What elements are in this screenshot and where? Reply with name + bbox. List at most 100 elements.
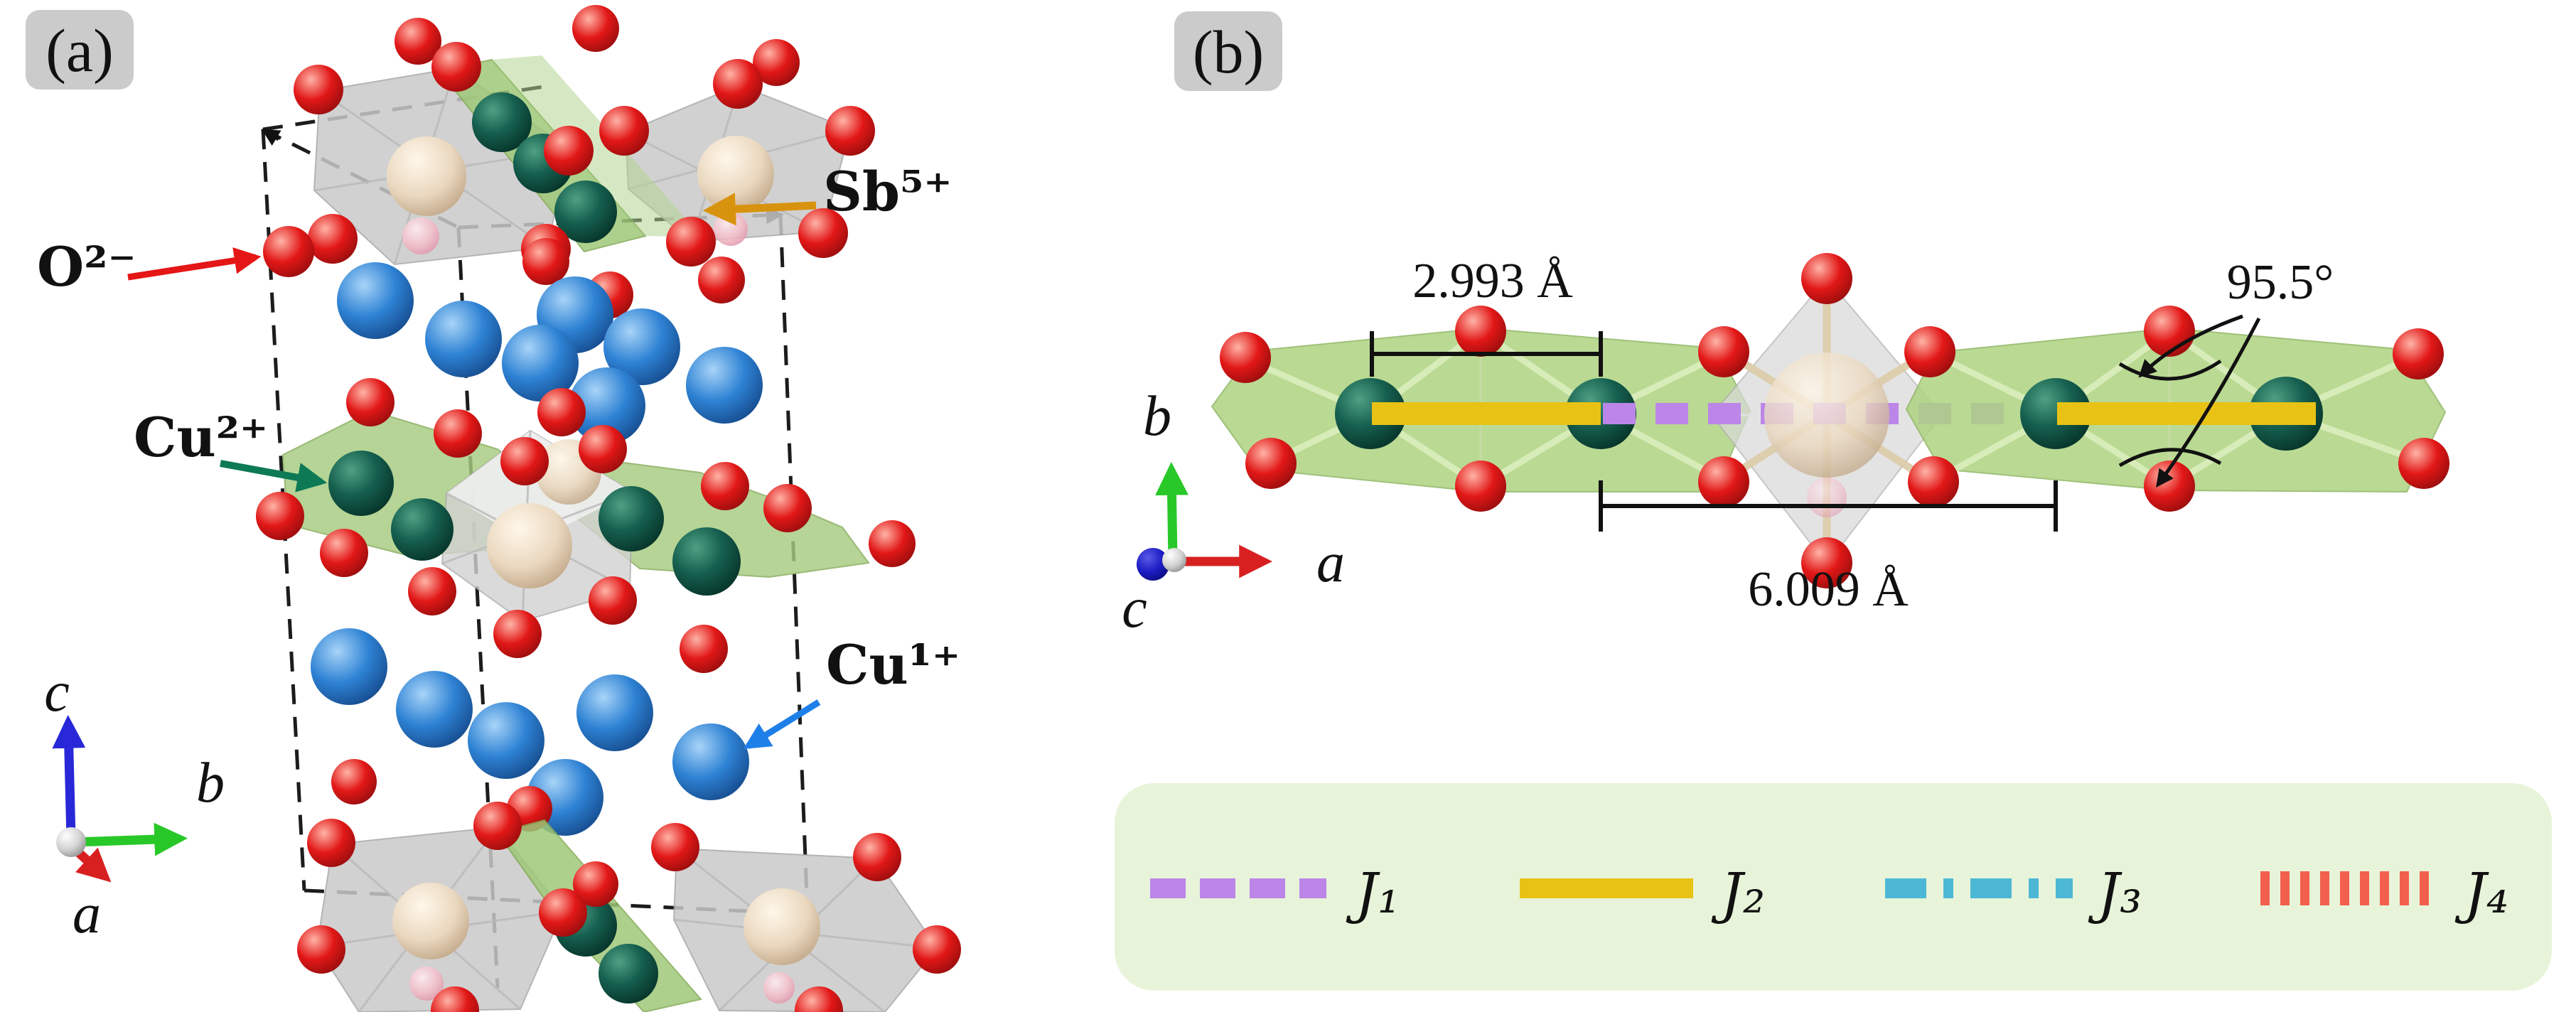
- legend-background: [1115, 783, 2552, 991]
- copper1-atoms-lower: [311, 628, 749, 836]
- copper1-atom: [425, 301, 502, 377]
- oxygen-atom: [294, 65, 343, 114]
- oxygen-arrow: [127, 247, 262, 281]
- panel-label-background: [26, 10, 134, 90]
- angle-arrow: [2156, 317, 2261, 488]
- oxygen-atom: [431, 986, 479, 1012]
- oxygen-atom: [320, 529, 368, 577]
- oxygen-atom: [2393, 328, 2444, 380]
- copper2-atom: [472, 92, 532, 152]
- oxygen-atom: [473, 802, 522, 850]
- exchange-legend: J₁ J₂ J₃ J₄: [1115, 783, 2552, 991]
- oxygen-atom: [493, 610, 542, 658]
- b-axis-label: b: [1143, 385, 1171, 448]
- copper1-atom: [337, 262, 414, 339]
- oxygen-atom: [666, 217, 716, 267]
- copper2-arrow: [220, 460, 328, 492]
- copper1-atom-cu1-target: [672, 723, 749, 800]
- oxygen-atom: [1908, 456, 1959, 507]
- copper2-atom: [2020, 378, 2091, 449]
- panel-b-label: (b): [1193, 18, 1264, 86]
- oxygen-atom: [795, 986, 843, 1012]
- oxygen-atom: [798, 208, 848, 258]
- left-cu-plaquette: [1211, 327, 1751, 492]
- cu-o-bonds: [1477, 328, 1727, 490]
- panel-a-annotations: (a) O²⁻ Sb⁵⁺ Cu²⁺ Cu¹⁺: [26, 10, 960, 749]
- oxygen-atom: [1904, 326, 1955, 377]
- copper1-atom: [502, 325, 579, 402]
- oxygen-atom: [589, 576, 637, 625]
- antimony-arrow: [702, 193, 817, 226]
- antimony-atom: [697, 136, 774, 212]
- antimony-atom: [487, 503, 572, 588]
- cell-axis-arrow: [261, 129, 281, 146]
- oxygen-atom: [1455, 461, 1506, 512]
- oxygen-atom: [1698, 456, 1749, 507]
- antimony-atom: [387, 136, 466, 216]
- oxygen-atom: [434, 409, 482, 458]
- oxygen-atom: [539, 888, 587, 937]
- oxygen-atom: [408, 567, 456, 615]
- copper1-atom: [603, 308, 680, 385]
- oxygen-atoms-top: [263, 5, 875, 318]
- oxygen-atom: [1455, 306, 1506, 357]
- copper1-atom: [576, 674, 653, 751]
- cu-plaquette-strips: [438, 55, 702, 253]
- oxygen-atom: [753, 39, 800, 86]
- antimony-ion-label: Sb⁵⁺: [823, 160, 952, 223]
- antimony-atom: [744, 888, 820, 965]
- oxygen-atom: [256, 492, 304, 540]
- oxygen-atom: [500, 437, 549, 485]
- sb-octahedron: [672, 847, 938, 1012]
- cu-o-bonds: [1928, 328, 2173, 490]
- oxygen-atom: [522, 238, 569, 285]
- angle-label: 95.5°: [2227, 255, 2334, 310]
- octahedron-face: [446, 431, 633, 544]
- oxygen-atom: [763, 484, 812, 532]
- oxygen-atom: [1220, 332, 1271, 383]
- oxygen-atom: [2144, 306, 2195, 357]
- oxygen-atom: [698, 257, 745, 303]
- b-axis-label: b: [196, 752, 225, 814]
- oxygen-atom: [573, 861, 618, 907]
- oxygen-atom: [825, 106, 875, 156]
- copper1-atom: [396, 671, 473, 748]
- copper2-ion-label: Cu²⁺: [134, 406, 268, 469]
- cu-o-bonds: [1242, 328, 1484, 490]
- panel-label-background: [1174, 11, 1282, 91]
- oxygen-atom: [869, 520, 916, 567]
- oxygen-atom: [1245, 438, 1297, 489]
- oxygen-atom-back: [1807, 478, 1847, 517]
- copper2-atom: [1335, 378, 1406, 449]
- copper1-atoms-upper: [337, 262, 763, 444]
- middle-layer: [256, 378, 916, 673]
- oxygen-atom: [395, 18, 441, 65]
- oxygen-atom: [853, 833, 901, 881]
- angle-arrow: [2138, 314, 2243, 378]
- oxygen-atom: [1801, 537, 1852, 588]
- oxygen-atom-back: [763, 972, 795, 1003]
- copper1-atom: [686, 347, 763, 424]
- c-axis-dot: [1137, 548, 1169, 581]
- cell-edge: [778, 214, 810, 915]
- cu-o-bonds: [2166, 328, 2426, 490]
- copper2-atom: [599, 486, 664, 551]
- panel-a: (a) O²⁻ Sb⁵⁺ Cu²⁺ Cu¹⁺ c b a: [26, 5, 961, 1012]
- panel-b: (b): [1115, 11, 2552, 991]
- right-cu-plaquette: [1905, 327, 2447, 493]
- antimony-atom: [392, 883, 469, 959]
- oxygen-atom-back: [714, 212, 748, 246]
- a-axis-label: a: [73, 883, 101, 945]
- oxygen-atom-o2-target: [263, 226, 314, 277]
- oxygen-atoms-chain: [1220, 253, 2449, 588]
- oxygen-atom: [544, 126, 594, 176]
- oxygen-atom: [651, 823, 699, 871]
- top-octahedra-layer: [263, 5, 875, 318]
- oxygen-atom: [599, 106, 649, 156]
- axes-origin: [56, 827, 86, 857]
- panel-b-axes: b a c: [1122, 385, 1345, 640]
- axes-origin: [1162, 548, 1186, 572]
- oxygen-atom: [297, 925, 345, 974]
- oxygen-atom: [1698, 326, 1749, 377]
